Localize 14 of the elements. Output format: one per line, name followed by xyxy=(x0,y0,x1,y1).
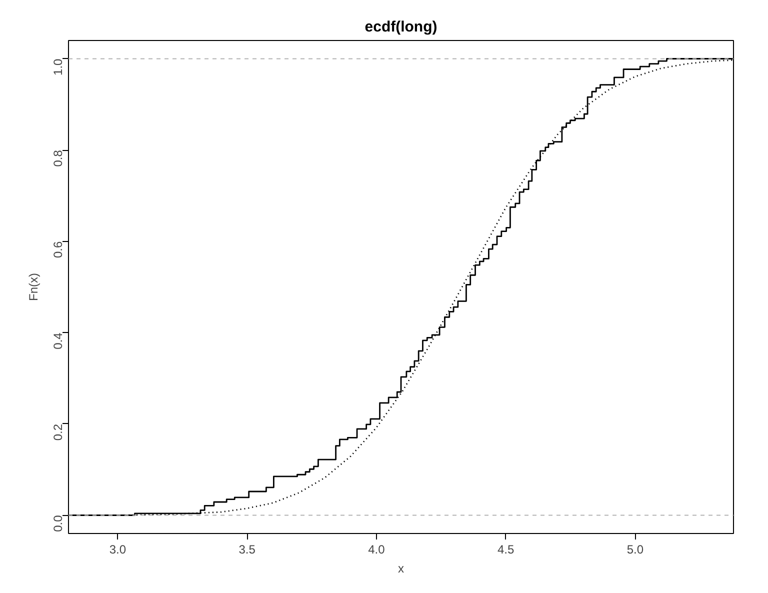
y-tick-label: 0.6 xyxy=(51,241,65,258)
x-tick-label: 3.5 xyxy=(238,542,256,556)
y-tick-label: 0.2 xyxy=(51,424,65,441)
x-tick-label: 4.0 xyxy=(368,542,386,556)
chart-title: ecdf(long) xyxy=(364,18,438,36)
x-axis-title: x xyxy=(398,562,404,576)
y-tick-label: 1.0 xyxy=(51,58,65,76)
y-tick-label: 0.4 xyxy=(51,332,65,350)
y-tick-label: 0.8 xyxy=(51,150,65,167)
y-axis-title: Fn(x) xyxy=(26,273,40,301)
y-tick-label: 0.0 xyxy=(51,514,65,532)
x-tick-label: 3.0 xyxy=(109,542,126,556)
x-tick-label: 4.5 xyxy=(497,542,514,556)
x-tick-label: 5.0 xyxy=(626,542,644,556)
